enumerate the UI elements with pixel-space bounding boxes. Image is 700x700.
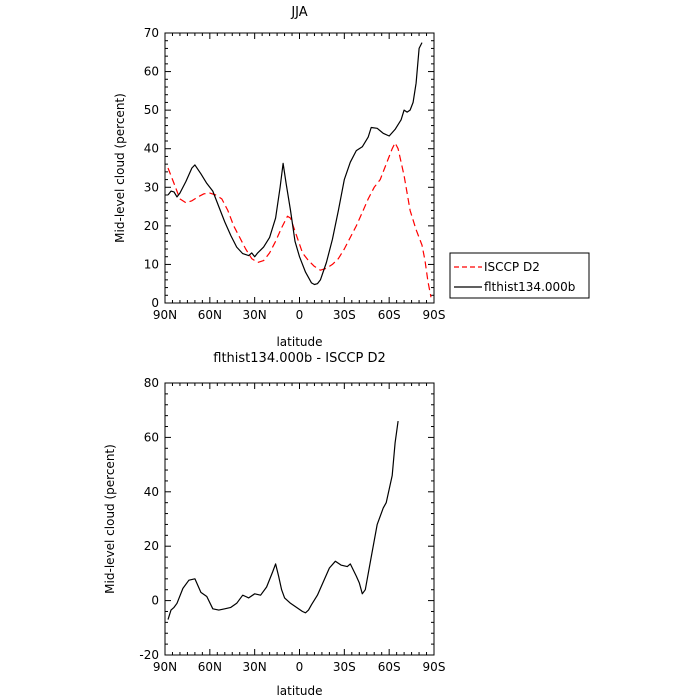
legend-label: ISCCP D2: [484, 260, 540, 274]
x-tick-label: 90S: [423, 660, 446, 674]
plot-frame: [164, 32, 435, 304]
x-tick-label: 30S: [333, 660, 356, 674]
x-tick-label: 60N: [198, 660, 222, 674]
y-tick-label: 0: [151, 296, 159, 310]
x-tick-label: 60S: [378, 308, 401, 322]
x-tick-label: 0: [296, 308, 304, 322]
legend-label: flthist134.000b: [484, 280, 575, 294]
y-axis-label: Mid-level cloud (percent): [113, 93, 127, 243]
chart-title: flthist134.000b - ISCCP D2: [213, 351, 385, 366]
y-tick-label: 70: [144, 26, 159, 40]
y-tick-label: 40: [144, 142, 159, 156]
plot-frame: [164, 382, 435, 656]
legend-box: [449, 252, 590, 299]
x-tick-label: 30N: [243, 660, 267, 674]
x-tick-label: 90N: [153, 308, 177, 322]
x-axis-label: latitude: [276, 684, 322, 698]
chart-title: JJA: [290, 5, 307, 20]
x-tick-label: 30S: [333, 308, 356, 322]
y-tick-label: 50: [144, 103, 159, 117]
x-tick-label: 0: [296, 660, 304, 674]
x-tick-label: 60S: [378, 660, 401, 674]
bottom-chart-panel: 90N 60N 30N 0 30S 60S 90S -20 0 20 40 60 80 flthist13…: [103, 351, 445, 698]
top-chart-panel: 90N 60N 30N 0 30S 60S 90S 0 10 20 30 40 50 60 70 JJA lat…: [113, 5, 590, 349]
y-tick-label: 30: [144, 180, 159, 194]
y-tick-label: 60: [144, 65, 159, 79]
x-tick-label: 30N: [243, 308, 267, 322]
x-tick-label: 90S: [423, 308, 446, 322]
y-tick-label: -20: [139, 648, 159, 662]
y-tick-label: 60: [144, 430, 159, 444]
y-tick-label: 80: [144, 376, 159, 390]
y-tick-label: 10: [144, 257, 159, 271]
y-axis-label: Mid-level cloud (percent): [103, 444, 117, 594]
y-tick-label: 0: [151, 594, 159, 608]
series-line-flthist134-000b: [167, 42, 423, 286]
x-tick-label: 60N: [198, 308, 222, 322]
series-line-isccp-d2: [167, 142, 432, 298]
y-tick-label: 40: [144, 485, 159, 499]
y-tick-label: 20: [144, 219, 159, 233]
x-axis-label: latitude: [276, 335, 322, 349]
legend: ISCCP D2 flthist134.000b: [449, 252, 590, 299]
y-tick-label: 20: [144, 539, 159, 553]
series-line-difference: [167, 421, 399, 620]
x-tick-label: 90N: [153, 660, 177, 674]
